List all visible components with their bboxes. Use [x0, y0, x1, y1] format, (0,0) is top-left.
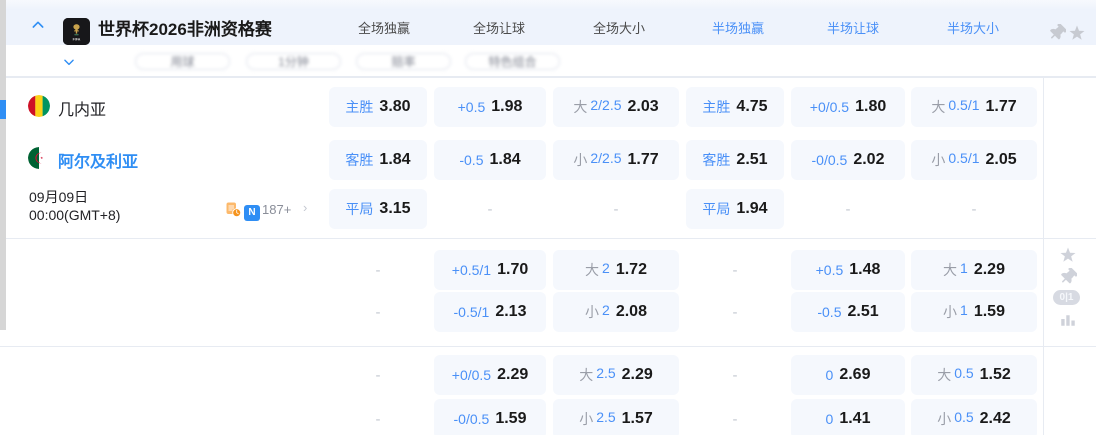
svg-text:FIFA: FIFA — [73, 38, 81, 42]
